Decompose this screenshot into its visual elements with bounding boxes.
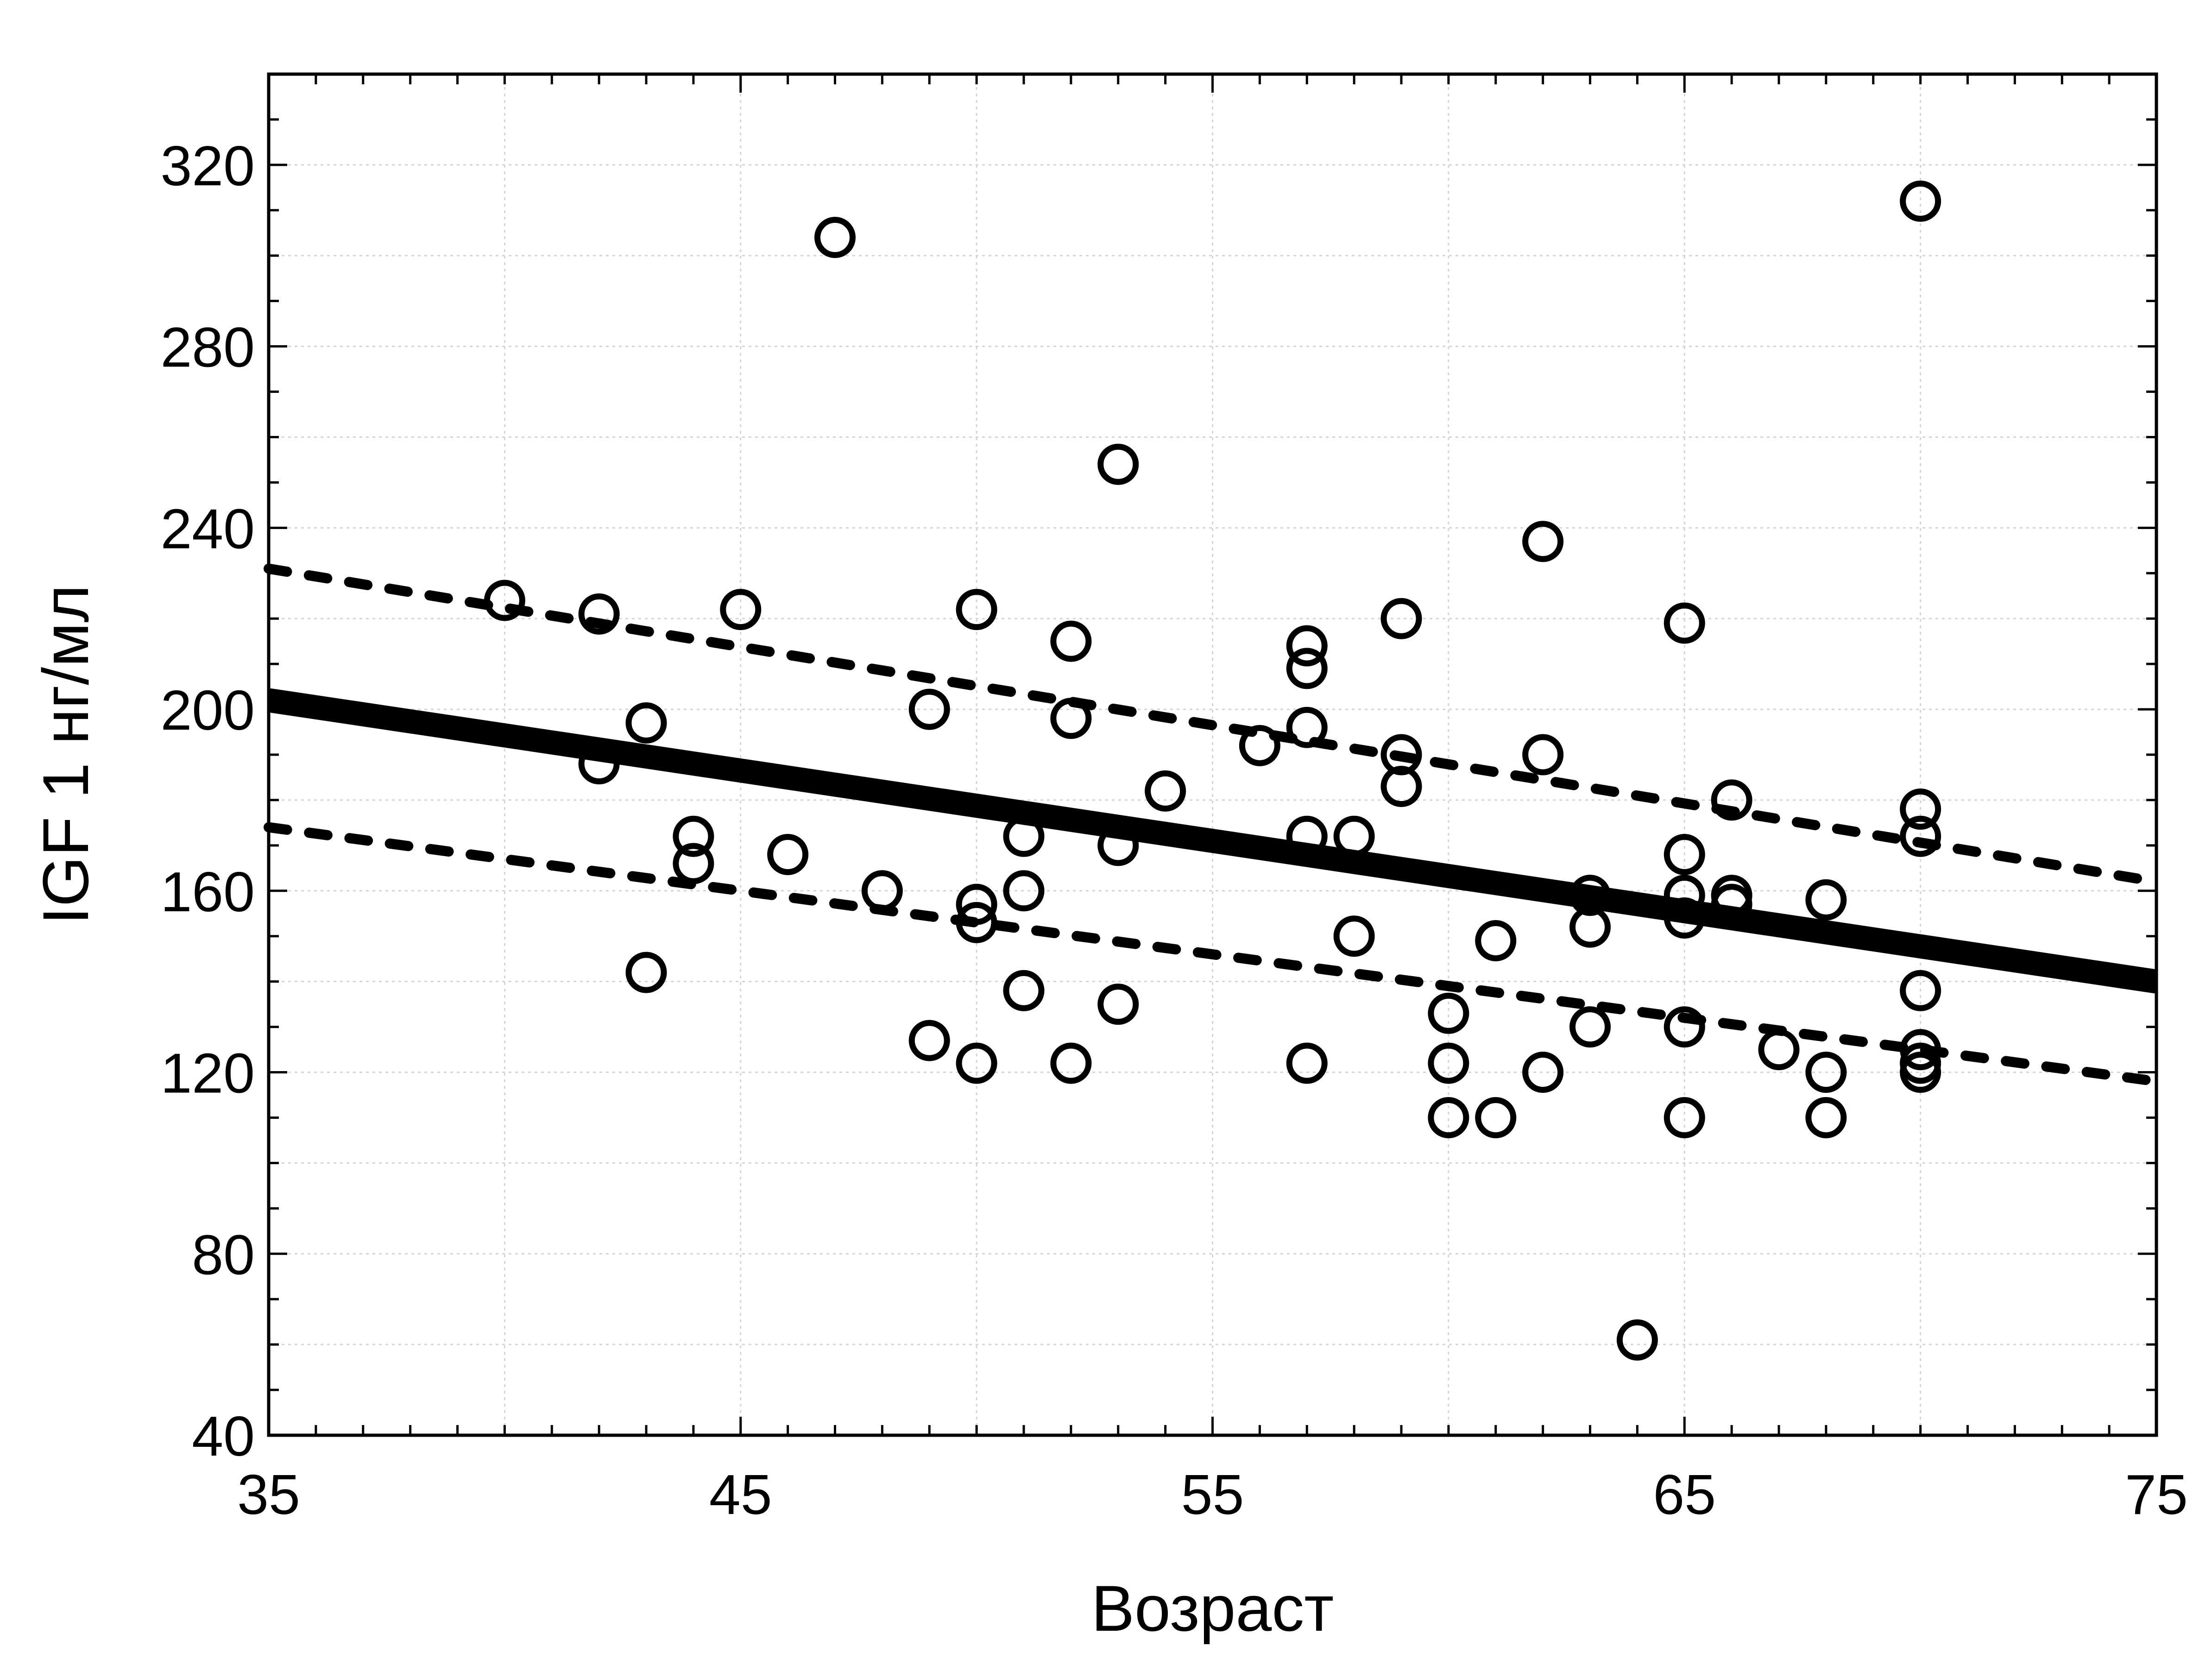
data-point — [1805, 1052, 1847, 1093]
data-point — [1900, 970, 1941, 1011]
data-point — [1711, 779, 1752, 821]
data-point — [1569, 875, 1611, 916]
data-point — [1900, 1029, 1941, 1071]
data-point — [625, 702, 667, 744]
data-point — [1380, 734, 1422, 776]
data-point — [673, 815, 714, 857]
y-tick-label: 40 — [192, 1405, 255, 1468]
data-point — [1239, 725, 1280, 766]
y-tick-label: 120 — [160, 1042, 255, 1105]
data-point — [1003, 970, 1045, 1011]
data-point — [1145, 770, 1186, 812]
data-point — [908, 1020, 950, 1061]
data-point — [1522, 1052, 1564, 1093]
data-point — [1664, 1006, 1705, 1048]
data-point — [908, 688, 950, 730]
data-point — [1475, 1097, 1517, 1138]
x-tick-label: 45 — [709, 1463, 772, 1526]
data-point — [1616, 1319, 1658, 1361]
x-tick-label: 75 — [2125, 1463, 2188, 1526]
confidence-upper-line — [264, 563, 2162, 887]
data-point — [673, 843, 714, 884]
data-point — [1286, 815, 1328, 857]
x-tick-label: 65 — [1653, 1463, 1716, 1526]
data-point — [1428, 1042, 1469, 1084]
data-point — [1900, 815, 1941, 857]
data-point — [861, 870, 903, 912]
data-point — [1286, 706, 1328, 748]
data-point — [1003, 870, 1045, 912]
data-point — [720, 589, 762, 631]
y-tick-label: 280 — [160, 316, 255, 379]
x-tick-labels: 35 45 55 65 75 — [237, 1463, 2188, 1526]
data-point — [625, 952, 667, 993]
data-point — [1097, 443, 1139, 485]
data-point — [1050, 698, 1092, 739]
data-point — [1286, 1042, 1328, 1084]
data-point — [956, 902, 997, 943]
data-point — [1097, 984, 1139, 1025]
data-point — [1664, 875, 1705, 916]
data-point — [1050, 1042, 1092, 1084]
data-point — [1428, 1097, 1469, 1138]
data-point — [1900, 1052, 1941, 1093]
grid-lines — [269, 74, 2156, 1435]
data-point — [484, 580, 525, 621]
y-tick-label: 320 — [160, 134, 255, 197]
data-point — [1522, 521, 1564, 562]
data-point — [1569, 1006, 1611, 1048]
data-point — [767, 833, 809, 875]
data-point — [1805, 1097, 1847, 1138]
data-point — [1711, 883, 1752, 925]
confidence-lower-line — [264, 822, 2162, 1087]
data-point — [1664, 833, 1705, 875]
data-point — [1758, 1029, 1800, 1071]
data-point — [1900, 180, 1941, 222]
regression-line — [267, 688, 2158, 994]
data-point — [578, 743, 620, 785]
y-tick-label: 240 — [160, 497, 255, 560]
data-point — [1569, 906, 1611, 948]
data-point — [1475, 920, 1517, 962]
data-point — [1003, 815, 1045, 857]
data-point — [956, 589, 997, 631]
y-axis-title: IGF 1 нг/мл — [29, 585, 102, 925]
data-point — [1050, 620, 1092, 662]
data-point — [1333, 915, 1375, 957]
data-point — [1097, 825, 1139, 866]
y-tick-label: 160 — [160, 860, 255, 923]
data-point — [1286, 625, 1328, 667]
data-point — [1664, 1097, 1705, 1138]
data-point — [578, 593, 620, 635]
data-point — [1522, 734, 1564, 776]
x-tick-label: 55 — [1181, 1463, 1244, 1526]
y-tick-labels: 40 80 120 160 200 240 280 320 — [160, 134, 255, 1468]
data-point — [814, 217, 856, 259]
y-tick-label: 200 — [160, 679, 255, 742]
plot-frame — [267, 72, 2158, 1437]
data-point — [1380, 598, 1422, 639]
data-point — [956, 883, 997, 925]
data-point — [1286, 648, 1328, 689]
x-axis-title: Возраст — [1091, 1572, 1334, 1645]
confidence-band — [264, 563, 2162, 1087]
data-point — [1380, 766, 1422, 807]
data-point — [1664, 602, 1705, 644]
data-point — [956, 1042, 997, 1084]
data-point — [1664, 897, 1705, 939]
y-tick-label: 80 — [192, 1223, 255, 1286]
data-point — [1333, 815, 1375, 857]
data-point — [1900, 788, 1941, 830]
data-point — [1428, 992, 1469, 1034]
x-tick-label: 35 — [237, 1463, 300, 1526]
data-point — [1805, 879, 1847, 921]
data-points — [484, 180, 1941, 1361]
